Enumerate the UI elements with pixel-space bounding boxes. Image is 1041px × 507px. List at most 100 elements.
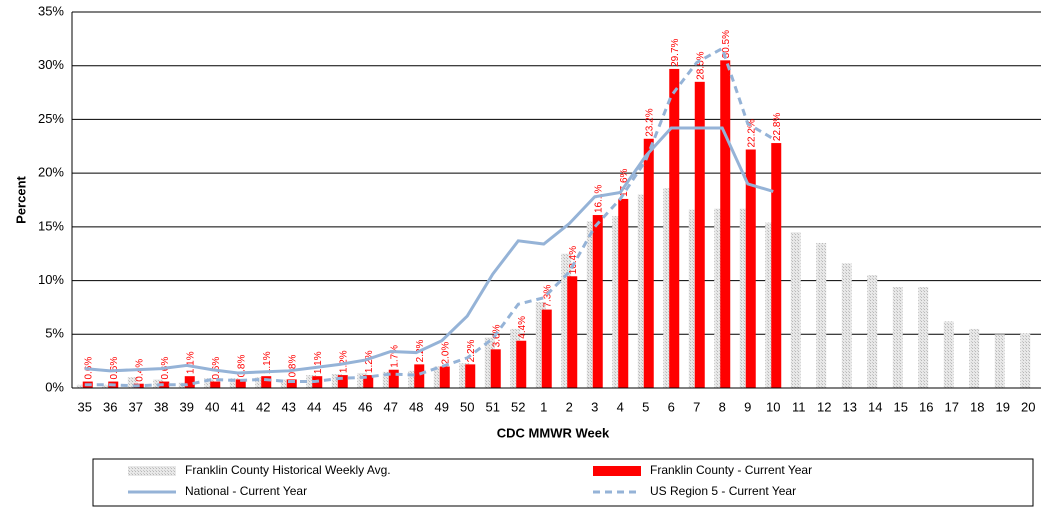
legend-swatch — [593, 466, 641, 476]
bar — [439, 366, 450, 388]
bar — [969, 328, 980, 388]
value-label: 23.2% — [644, 108, 655, 136]
y-axis-title: Percent — [13, 175, 28, 223]
x-tick-label: 19 — [996, 399, 1010, 414]
x-tick-label: 7 — [693, 399, 700, 414]
x-tick-label: 36 — [103, 399, 117, 414]
value-label: 30.5% — [721, 30, 732, 58]
y-tick-label: 25% — [38, 111, 64, 126]
legend-label: Franklin County - Current Year — [650, 463, 812, 477]
bar — [892, 287, 903, 388]
bar — [382, 371, 393, 388]
x-tick-label: 16 — [919, 399, 933, 414]
value-label: 0.8% — [287, 355, 298, 378]
value-label: 7.3% — [542, 285, 553, 308]
bar — [516, 340, 527, 388]
bar — [771, 143, 782, 388]
legend-box — [92, 458, 1034, 507]
x-tick-label: 41 — [231, 399, 245, 414]
legend-label: US Region 5 - Current Year — [650, 484, 796, 498]
bar — [943, 321, 954, 388]
x-tick-label: 44 — [307, 399, 321, 414]
x-tick-label: 14 — [868, 399, 882, 414]
y-tick-label: 10% — [38, 272, 64, 287]
x-tick-label: 3 — [591, 399, 598, 414]
bar — [612, 216, 623, 388]
x-tick-label: 12 — [817, 399, 831, 414]
bar — [363, 375, 374, 388]
bar — [235, 379, 246, 388]
bar — [357, 372, 368, 388]
value-label: 3.6% — [491, 324, 502, 347]
bar — [816, 242, 827, 388]
x-tick-label: 43 — [282, 399, 296, 414]
value-label: 28.5% — [695, 51, 706, 79]
x-tick-label: 20 — [1021, 399, 1035, 414]
value-label: 4.4% — [517, 316, 528, 339]
y-tick-label: 35% — [38, 3, 64, 18]
bar — [261, 376, 272, 388]
value-label: 10.4% — [568, 246, 579, 274]
x-tick-label: 11 — [792, 399, 806, 414]
x-tick-label: 50 — [460, 399, 474, 414]
bar — [586, 221, 597, 388]
bar — [306, 375, 317, 388]
y-tick-label: 0% — [45, 379, 64, 394]
value-label: 17.6% — [619, 168, 630, 196]
bar — [918, 287, 929, 388]
bar — [490, 349, 501, 388]
bar — [720, 60, 731, 388]
bar — [255, 377, 266, 388]
x-tick-label: 49 — [435, 399, 449, 414]
x-tick-label: 35 — [78, 399, 92, 414]
value-label: 29.7% — [670, 38, 681, 66]
y-tick-label: 20% — [38, 165, 64, 180]
bar — [280, 379, 291, 388]
bar — [790, 232, 801, 388]
bar — [204, 378, 215, 388]
x-axis-title: CDC MMWR Week — [497, 425, 610, 440]
x-tick-label: 47 — [384, 399, 398, 414]
x-tick-label: 13 — [843, 399, 857, 414]
bar — [541, 309, 552, 388]
value-label: 16.1% — [593, 185, 604, 213]
bar — [331, 374, 342, 388]
x-tick-label: 42 — [256, 399, 270, 414]
bar — [663, 188, 674, 388]
x-tick-label: 9 — [744, 399, 751, 414]
bar — [637, 194, 648, 388]
x-tick-label: 52 — [511, 399, 525, 414]
bar — [465, 364, 476, 388]
bar — [408, 370, 419, 388]
bar — [184, 376, 195, 388]
bar — [994, 334, 1005, 388]
bar — [76, 384, 87, 388]
bar — [714, 208, 725, 388]
value-label: 1.2% — [364, 350, 375, 373]
x-tick-label: 38 — [154, 399, 168, 414]
line — [84, 126, 774, 375]
y-tick-label: 15% — [38, 218, 64, 233]
x-tick-label: 51 — [486, 399, 500, 414]
value-label: 2.2% — [466, 339, 477, 362]
bar — [739, 208, 750, 388]
value-label: 0.8% — [236, 355, 247, 378]
bar — [688, 209, 699, 388]
bar — [433, 366, 444, 388]
x-tick-label: 15 — [894, 399, 908, 414]
x-tick-label: 46 — [358, 399, 372, 414]
bar — [510, 328, 521, 388]
value-label: 22.2% — [746, 119, 757, 147]
bar — [592, 215, 603, 388]
x-tick-label: 40 — [205, 399, 219, 414]
value-label: 1.7% — [389, 345, 400, 368]
x-tick-label: 45 — [333, 399, 347, 414]
legend-label: Franklin County Historical Weekly Avg. — [185, 463, 391, 477]
bar — [618, 198, 629, 388]
x-tick-label: 18 — [970, 399, 984, 414]
value-label: 22.8% — [772, 113, 783, 141]
bar — [535, 302, 546, 388]
bar — [567, 276, 578, 388]
value-label: 0.6% — [109, 357, 120, 380]
bar — [127, 377, 138, 388]
